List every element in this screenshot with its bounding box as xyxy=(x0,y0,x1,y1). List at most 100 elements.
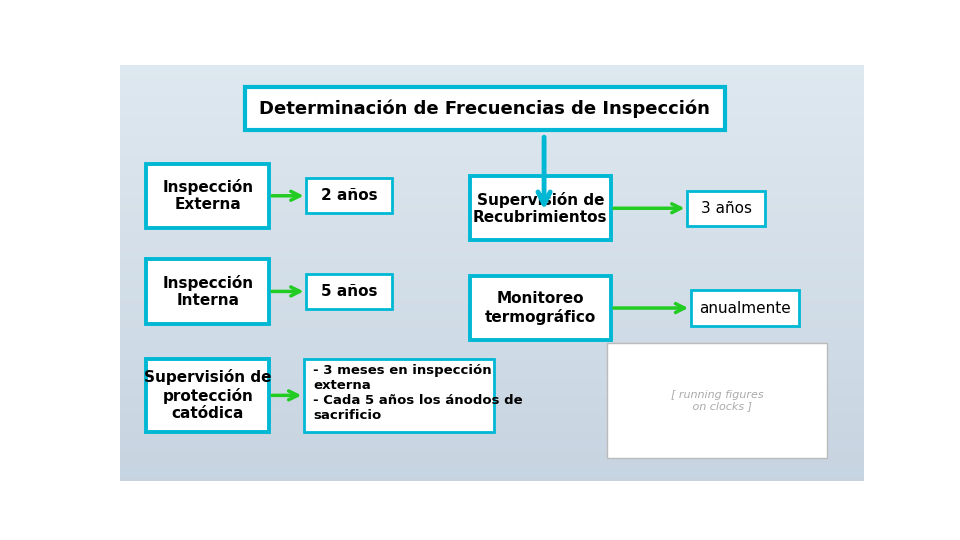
Text: Inspección
Externa: Inspección Externa xyxy=(162,179,253,212)
Bar xyxy=(120,298,864,300)
Bar xyxy=(120,275,864,277)
Text: 3 años: 3 años xyxy=(701,201,752,216)
Bar xyxy=(120,441,864,443)
Bar xyxy=(120,462,864,464)
Bar xyxy=(120,433,864,435)
Bar xyxy=(120,212,864,214)
Bar xyxy=(120,154,864,156)
Bar xyxy=(120,416,864,418)
Bar xyxy=(120,319,864,321)
Bar xyxy=(120,358,864,360)
Bar xyxy=(120,90,864,92)
Bar xyxy=(120,252,864,254)
Bar xyxy=(120,248,864,250)
Bar xyxy=(120,246,864,248)
Bar xyxy=(120,79,864,82)
Bar xyxy=(120,346,864,348)
Bar xyxy=(120,104,864,106)
Bar xyxy=(120,381,864,383)
Bar xyxy=(120,140,864,141)
Bar xyxy=(120,77,864,79)
Bar xyxy=(120,377,864,379)
Bar xyxy=(120,192,864,194)
Bar xyxy=(120,397,864,400)
Bar xyxy=(120,262,864,265)
Bar xyxy=(120,214,864,217)
Bar xyxy=(120,200,864,202)
FancyBboxPatch shape xyxy=(469,176,611,240)
Bar xyxy=(120,238,864,239)
FancyBboxPatch shape xyxy=(306,178,392,213)
Text: 5 años: 5 años xyxy=(321,284,377,299)
Bar xyxy=(120,354,864,356)
Bar xyxy=(120,244,864,246)
Bar xyxy=(120,258,864,260)
Bar xyxy=(120,183,864,185)
Bar xyxy=(120,389,864,391)
Bar xyxy=(120,454,864,456)
Bar xyxy=(120,177,864,179)
Bar xyxy=(120,131,864,133)
Bar xyxy=(120,306,864,308)
Bar xyxy=(120,227,864,229)
Bar xyxy=(120,113,864,114)
Bar xyxy=(120,360,864,362)
Bar xyxy=(120,65,864,67)
Bar xyxy=(120,470,864,472)
FancyBboxPatch shape xyxy=(691,291,799,326)
Bar xyxy=(120,424,864,427)
Text: anualmente: anualmente xyxy=(699,301,791,315)
Bar xyxy=(120,393,864,395)
Bar xyxy=(120,75,864,77)
Bar xyxy=(120,196,864,198)
Text: - 3 meses en inspección
externa
- Cada 5 años los ánodos de
sacrificio: - 3 meses en inspección externa - Cada 5… xyxy=(313,364,522,422)
Bar xyxy=(120,210,864,212)
Bar xyxy=(120,256,864,258)
Bar xyxy=(120,265,864,266)
Bar xyxy=(120,114,864,117)
Bar xyxy=(120,402,864,404)
Bar xyxy=(120,241,864,244)
Bar xyxy=(120,198,864,200)
Bar xyxy=(120,235,864,238)
Bar xyxy=(120,233,864,235)
Bar xyxy=(120,133,864,136)
Bar xyxy=(120,129,864,131)
Bar xyxy=(120,310,864,312)
Bar xyxy=(120,387,864,389)
Bar xyxy=(120,165,864,167)
Bar xyxy=(120,327,864,329)
Bar xyxy=(120,219,864,221)
Bar xyxy=(120,109,864,111)
Bar xyxy=(120,285,864,287)
Bar xyxy=(120,271,864,273)
Bar xyxy=(120,152,864,154)
Bar xyxy=(120,279,864,281)
Bar xyxy=(120,460,864,462)
Bar xyxy=(120,123,864,125)
Bar xyxy=(120,100,864,102)
Bar xyxy=(120,102,864,104)
Bar xyxy=(120,266,864,268)
Bar xyxy=(120,312,864,314)
Bar xyxy=(120,98,864,100)
Bar xyxy=(120,443,864,446)
Bar xyxy=(120,94,864,96)
Bar xyxy=(120,321,864,322)
FancyBboxPatch shape xyxy=(608,343,827,458)
Bar xyxy=(120,468,864,470)
Bar xyxy=(120,325,864,327)
Bar xyxy=(120,281,864,283)
Text: Supervisión de
Recubrimientos: Supervisión de Recubrimientos xyxy=(473,192,608,225)
Bar xyxy=(120,429,864,431)
Bar xyxy=(120,175,864,177)
Bar xyxy=(120,187,864,190)
Bar xyxy=(120,456,864,458)
Bar xyxy=(120,414,864,416)
Bar xyxy=(120,289,864,292)
Bar xyxy=(120,67,864,69)
Bar xyxy=(120,295,864,298)
Bar xyxy=(120,239,864,241)
Bar xyxy=(120,435,864,437)
Bar xyxy=(120,316,864,319)
